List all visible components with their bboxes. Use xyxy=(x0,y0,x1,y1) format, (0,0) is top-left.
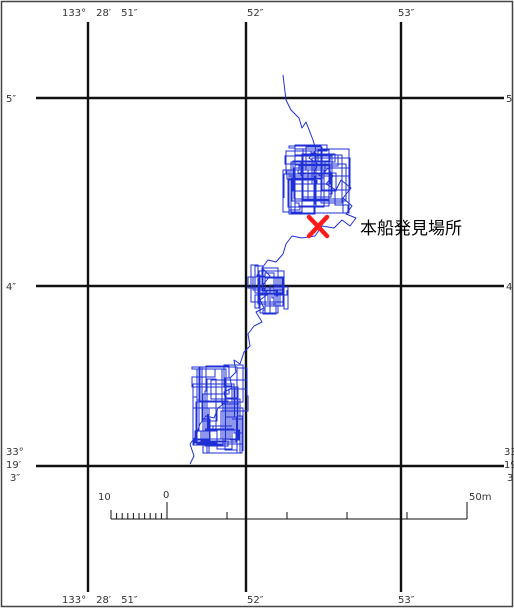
found-location-label: 本船発見場所 xyxy=(360,219,462,239)
left-label-4: 4″ xyxy=(6,282,16,293)
bottom-label-51: 133° 28′ 51″ xyxy=(62,595,138,606)
drift-track-knot-upper xyxy=(282,144,351,215)
found-marker-stroke-b xyxy=(306,214,330,239)
base-lat-left-min: 19′ xyxy=(6,460,22,471)
right-label-5: 5 xyxy=(506,94,512,105)
scale-bar: 10 0 50m xyxy=(98,490,491,520)
scale-bar-minor-ticks xyxy=(116,513,162,519)
found-location-marker xyxy=(306,214,330,239)
drift-track-path xyxy=(189,74,357,465)
bottom-label-52: 52″ xyxy=(247,595,264,606)
drift-track xyxy=(189,74,357,465)
scale-bar-major-ticks xyxy=(226,512,408,519)
top-label-53: 53″ xyxy=(398,8,415,19)
drift-track-knot-middle xyxy=(247,264,289,315)
base-lat-right-min: 19 xyxy=(504,460,514,471)
top-label-51: 133° 28′ 51″ xyxy=(62,8,138,19)
scale-zero-label: 0 xyxy=(163,490,169,501)
base-lat-right-deg: 33 xyxy=(504,447,514,458)
top-label-52: 52″ xyxy=(247,8,264,19)
base-lat-left-deg: 33° xyxy=(6,447,24,458)
scale-right-label: 50m xyxy=(469,492,491,503)
scale-left-label: 10 xyxy=(98,492,111,503)
bottom-label-53: 53″ xyxy=(398,595,415,606)
left-label-5: 5″ xyxy=(6,94,16,105)
base-lat-right-sec: 3 xyxy=(507,473,513,484)
base-lat-left-sec: 3″ xyxy=(10,473,20,484)
right-label-4: 4 xyxy=(506,282,512,293)
drift-track-knot-lower xyxy=(191,364,249,454)
